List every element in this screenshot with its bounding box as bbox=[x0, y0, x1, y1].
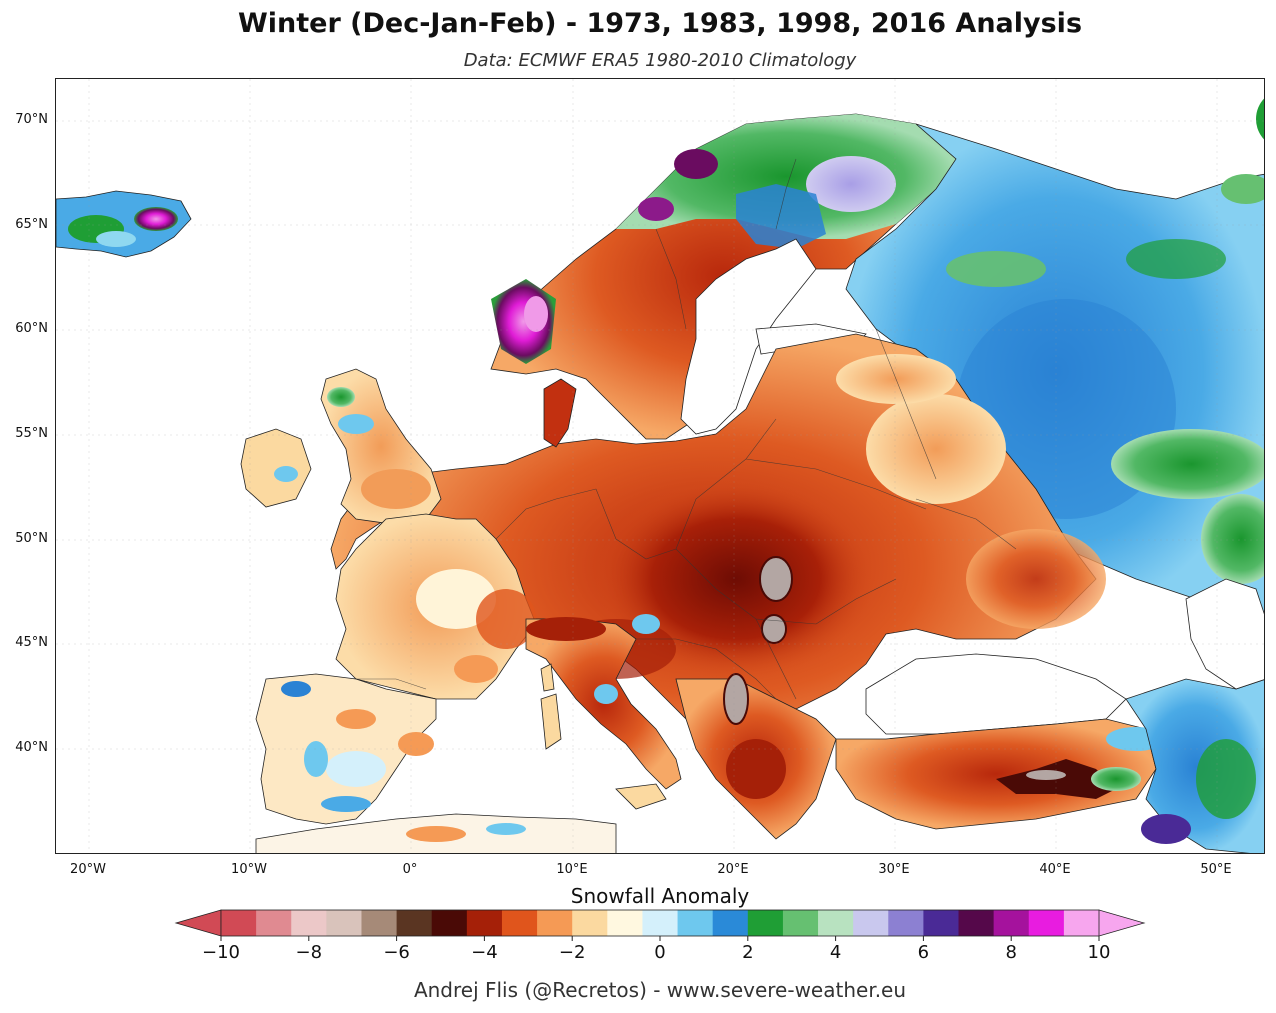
colorbar-segment bbox=[993, 910, 1030, 936]
colorbar-segment bbox=[256, 910, 292, 936]
colorbar-segment bbox=[712, 910, 749, 936]
colorbar-segment bbox=[221, 910, 257, 936]
colorbar-tick-label: −6 bbox=[383, 942, 410, 963]
country-borders bbox=[356, 158, 1017, 700]
colorbar-segment bbox=[501, 910, 538, 936]
colorbar-segment bbox=[923, 910, 960, 936]
colorbar-max-arrow bbox=[1098, 909, 1146, 937]
colorbar-segment bbox=[1028, 910, 1065, 936]
sicily bbox=[615, 783, 667, 810]
sardinia bbox=[540, 693, 562, 750]
colorbar-segment bbox=[537, 910, 573, 936]
map-subtitle: Data: ECMWF ERA5 1980-2010 Climatology bbox=[463, 50, 857, 71]
north-africa bbox=[255, 813, 617, 853]
colorbar-tick-label: 8 bbox=[1005, 942, 1017, 963]
lon-label-10w: 10°W bbox=[231, 862, 267, 877]
colorbar-tick-label: 4 bbox=[829, 942, 842, 963]
balkans bbox=[675, 673, 837, 840]
lon-label-50e: 50°E bbox=[1200, 862, 1232, 877]
colorbar-tick-label: 6 bbox=[917, 942, 930, 963]
colorbar-title: Snowfall Anomaly bbox=[570, 884, 750, 908]
lat-label-70n: 70°N bbox=[15, 112, 48, 127]
colorbar-segment bbox=[642, 910, 679, 936]
caucasus bbox=[1125, 678, 1264, 853]
colorbar-segment bbox=[677, 910, 714, 936]
lon-label-10e: 10°E bbox=[556, 862, 588, 877]
lon-label-0: 0° bbox=[402, 862, 418, 877]
france bbox=[335, 513, 537, 700]
colorbar-segment bbox=[1063, 910, 1100, 936]
turkey bbox=[835, 718, 1166, 830]
lat-label-55n: 55°N bbox=[15, 426, 48, 441]
colorbar-tick-label: −8 bbox=[295, 942, 323, 963]
colorbar-segment bbox=[818, 910, 854, 936]
colorbar-tick-label: 2 bbox=[742, 942, 754, 963]
colorbar-segment bbox=[326, 910, 362, 936]
british-isles bbox=[240, 368, 442, 525]
colorbar-segment bbox=[361, 910, 398, 936]
colorbar-tick-label: 0 bbox=[654, 942, 666, 963]
colorbar-segment bbox=[888, 910, 924, 936]
snowfall-anomaly-map bbox=[56, 79, 1264, 853]
colorbar-segment bbox=[747, 910, 784, 936]
map-title: Winter (Dec-Jan-Feb) - 1973, 1983, 1998,… bbox=[237, 8, 1083, 39]
colorbar-segment bbox=[431, 910, 468, 936]
lon-label-20e: 20°E bbox=[717, 862, 749, 877]
colorbar bbox=[174, 909, 1146, 941]
colorbar-segment bbox=[572, 910, 608, 936]
lon-label-20w: 20°W bbox=[70, 862, 106, 877]
lat-label-60n: 60°N bbox=[15, 321, 48, 336]
colorbar-tick-label: −2 bbox=[558, 942, 586, 963]
colorbar-tick-label: −4 bbox=[471, 942, 498, 963]
colorbar-segment bbox=[396, 910, 433, 936]
graticule-lines bbox=[56, 79, 1264, 853]
lat-label-45n: 45°N bbox=[15, 635, 48, 650]
baltic-sea bbox=[680, 238, 817, 435]
colorbar-segment bbox=[782, 910, 819, 936]
lat-label-40n: 40°N bbox=[15, 740, 48, 755]
colorbar-tick-label: 10 bbox=[1087, 942, 1111, 963]
denmark bbox=[543, 378, 577, 448]
map-frame bbox=[55, 78, 1265, 854]
caspian-sea bbox=[1185, 578, 1264, 690]
lat-label-65n: 65°N bbox=[15, 217, 48, 232]
lat-label-50n: 50°N bbox=[15, 531, 48, 546]
corsica bbox=[540, 663, 555, 692]
colorbar-tick-label: −10 bbox=[202, 942, 240, 963]
colorbar-segment bbox=[607, 910, 643, 936]
lon-label-30e: 30°E bbox=[878, 862, 910, 877]
iceland-landmass bbox=[56, 190, 192, 258]
author-credit: Andrej Flis (@Recretos) - www.severe-wea… bbox=[413, 978, 907, 1002]
colorbar-segment bbox=[958, 910, 995, 936]
lon-label-40e: 40°E bbox=[1039, 862, 1071, 877]
colorbar-segment bbox=[291, 910, 327, 936]
colorbar-segment bbox=[853, 910, 889, 936]
colorbar-min-arrow bbox=[174, 909, 222, 937]
ireland bbox=[240, 428, 312, 508]
colorbar-segment bbox=[466, 910, 503, 936]
